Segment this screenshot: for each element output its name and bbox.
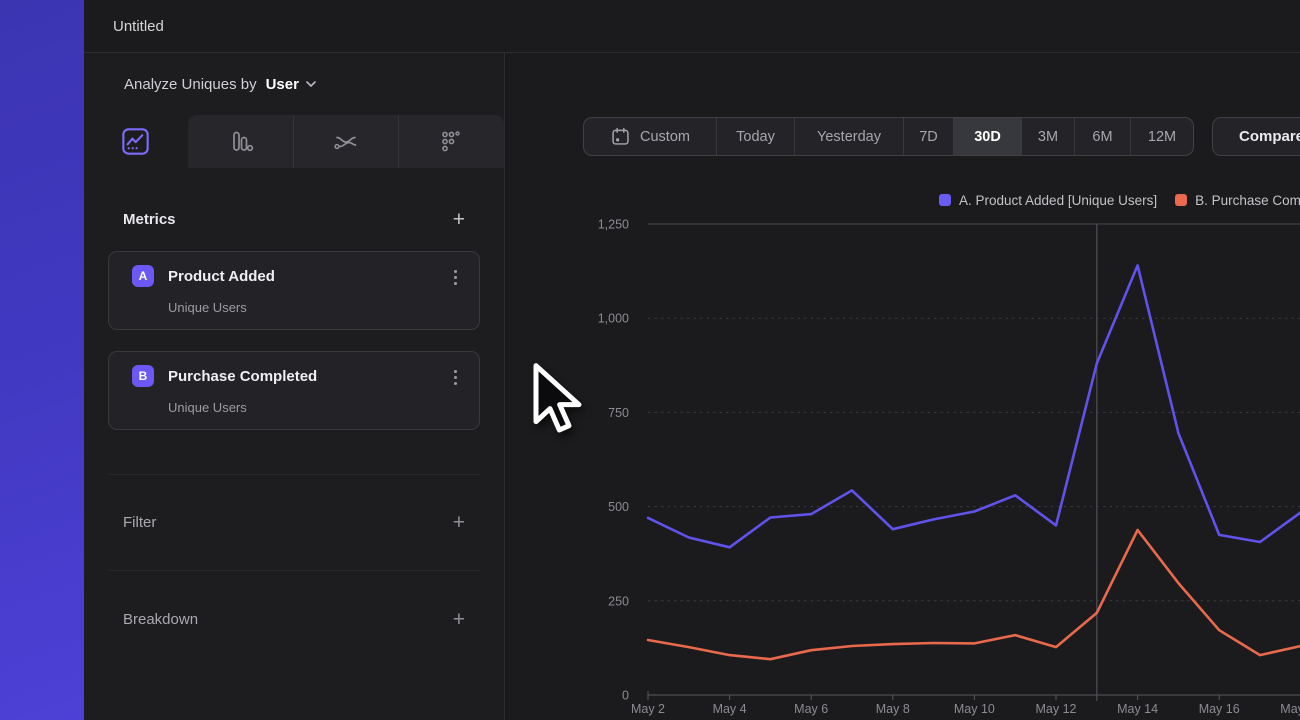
kebab-menu-icon[interactable] — [454, 370, 457, 385]
range-today[interactable]: Today — [716, 118, 794, 155]
sidebar: Analyze Uniques by User — [84, 53, 505, 720]
retention-dots-icon — [439, 129, 465, 155]
inactive-tab-strip — [188, 115, 504, 168]
chevron-down-icon — [306, 81, 316, 87]
tab-funnels-bar-chart[interactable] — [188, 115, 293, 168]
add-metric-button[interactable]: + — [453, 209, 465, 230]
add-breakdown-button[interactable]: + — [453, 609, 465, 630]
tab-retention-dots[interactable] — [398, 115, 504, 168]
metric-subtype[interactable]: Unique Users — [168, 400, 463, 415]
tab-flows[interactable] — [293, 115, 399, 168]
metrics-title: Metrics — [123, 211, 176, 228]
metric-card-product-added[interactable]: A Product Added Unique Users — [108, 251, 480, 330]
analyze-by-dropdown[interactable]: User — [266, 76, 316, 93]
legend-label-b: B. Purchase Completed [Unique Users] — [1195, 193, 1300, 208]
analyze-by-value: User — [266, 76, 299, 93]
metric-subtype[interactable]: Unique Users — [168, 300, 463, 315]
metric-name: Product Added — [168, 268, 275, 285]
range-yesterday[interactable]: Yesterday — [794, 118, 903, 155]
filter-label: Filter — [123, 514, 156, 531]
chart-panel: Custom Today Yesterday 7D 30D 3M 6M 12M … — [506, 53, 1300, 720]
chart-legend: A. Product Added [Unique Users] B. Purch… — [939, 191, 1300, 209]
line-chart-icon — [122, 128, 149, 155]
range-30d-selected[interactable]: 30D — [953, 118, 1021, 155]
chart-type-tabbar — [84, 115, 504, 168]
breakdown-label: Breakdown — [123, 611, 198, 628]
legend-item-a[interactable]: A. Product Added [Unique Users] — [939, 193, 1157, 208]
range-6m[interactable]: 6M — [1074, 118, 1130, 155]
left-gradient-rail — [0, 0, 84, 720]
analyze-row: Analyze Uniques by User — [84, 53, 504, 115]
section-divider — [108, 570, 480, 571]
kebab-menu-icon[interactable] — [454, 270, 457, 285]
add-filter-button[interactable]: + — [453, 512, 465, 533]
calendar-icon — [610, 126, 631, 147]
date-range-control: Custom Today Yesterday 7D 30D 3M 6M 12M — [583, 117, 1194, 156]
range-12m[interactable]: 12M — [1130, 118, 1193, 155]
legend-label-a: A. Product Added [Unique Users] — [959, 193, 1157, 208]
legend-swatch-b — [1175, 194, 1187, 206]
tab-insights-line-chart[interactable] — [84, 115, 188, 168]
range-custom[interactable]: Custom — [584, 118, 716, 155]
compare-button[interactable]: Compare — [1212, 117, 1300, 156]
metric-name: Purchase Completed — [168, 368, 317, 385]
bar-chart-icon — [225, 129, 255, 155]
analyze-label: Analyze Uniques by — [124, 76, 257, 93]
filter-section: Filter + — [123, 510, 465, 534]
top-bar: Untitled — [84, 0, 1300, 53]
metric-card-purchase-completed[interactable]: B Purchase Completed Unique Users — [108, 351, 480, 430]
range-3m[interactable]: 3M — [1021, 118, 1074, 155]
range-7d[interactable]: 7D — [903, 118, 953, 155]
flows-icon — [331, 129, 361, 155]
metrics-header: Metrics + — [123, 209, 465, 230]
legend-item-b[interactable]: B. Purchase Completed [Unique Users] — [1175, 193, 1300, 208]
breakdown-section: Breakdown + — [123, 607, 465, 631]
metric-badge-b: B — [132, 365, 154, 387]
legend-swatch-a — [939, 194, 951, 206]
metric-badge-a: A — [132, 265, 154, 287]
report-title[interactable]: Untitled — [113, 18, 164, 35]
section-divider — [108, 474, 480, 475]
